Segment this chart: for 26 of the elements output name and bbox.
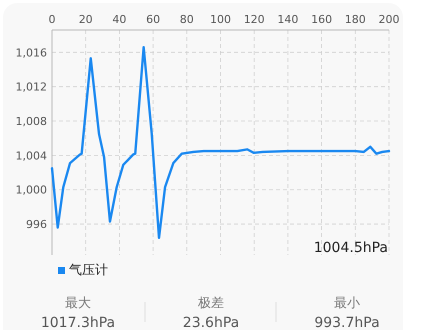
x-tick-label: 120 (244, 13, 265, 26)
line-series (50, 46, 390, 240)
x-tick-label: 140 (277, 13, 298, 26)
x-tick-label: 40 (112, 13, 126, 26)
text: 23.6hPa (182, 315, 240, 330)
x-tick-label: 160 (311, 13, 332, 26)
y-tick-label: 996 (26, 218, 47, 232)
x-tick-label: 0 (48, 13, 56, 26)
text: 最小 (334, 296, 360, 311)
x-tick-label: 20 (78, 13, 93, 26)
text: 极差 (197, 296, 224, 311)
text: 993.7hPa (314, 315, 380, 330)
y-tick-label: 1,004 (16, 149, 47, 162)
y-tick-label: 1,008 (16, 115, 47, 128)
text: 最大 (65, 296, 91, 311)
legend-label: 气压计 (69, 263, 108, 278)
x-tick-label: 200 (378, 13, 400, 26)
x-tick-label: 60 (146, 13, 160, 26)
text: 1017.3hPa (40, 315, 116, 330)
x-tick-label: 100 (210, 13, 231, 26)
x-tick-label: 80 (180, 13, 194, 26)
y-tick-label: 1,012 (16, 80, 47, 94)
y-tick-label: 1,016 (16, 46, 47, 60)
annotation: 1004.5hPa (314, 240, 388, 256)
y-tick-label: 1,000 (16, 184, 47, 197)
x-tick-label: 180 (344, 13, 366, 26)
